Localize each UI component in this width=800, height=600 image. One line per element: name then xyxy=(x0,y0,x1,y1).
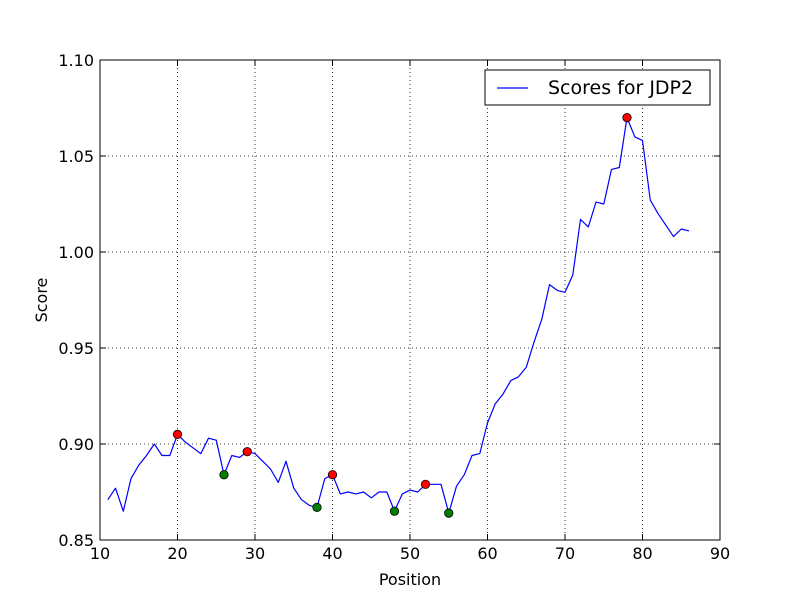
y-tick-label: 0.95 xyxy=(58,339,94,358)
x-tick-label: 30 xyxy=(245,544,265,563)
peak-marker xyxy=(327,470,338,480)
y-tick-label: 1.00 xyxy=(58,243,94,262)
y-tick-label: 0.85 xyxy=(58,531,94,550)
y-tick-label: 1.10 xyxy=(58,51,94,70)
series-lines xyxy=(107,116,690,514)
trough-marker xyxy=(219,470,229,480)
x-tick-label: 60 xyxy=(477,544,497,563)
y-tick-label: 1.05 xyxy=(58,147,94,166)
legend: Scores for JDP2 xyxy=(484,69,711,106)
y-axis-label: Score xyxy=(32,278,51,323)
peak-marker xyxy=(420,479,431,489)
x-tick-label: 50 xyxy=(400,544,420,563)
markers xyxy=(172,113,632,518)
y-tick-label: 0.90 xyxy=(58,435,94,454)
peak-marker xyxy=(172,429,183,439)
x-tick-label: 90 xyxy=(710,544,730,563)
trough-marker xyxy=(312,502,322,512)
trough-marker xyxy=(389,506,400,516)
trough-marker xyxy=(444,508,454,518)
series-line xyxy=(107,116,690,514)
x-tick-label: 70 xyxy=(555,544,575,563)
legend-label: Scores for JDP2 xyxy=(548,77,693,99)
x-tick-label: 40 xyxy=(322,544,342,563)
grid xyxy=(100,60,720,540)
x-tick-label: 80 xyxy=(632,544,652,563)
x-axis-label: Position xyxy=(379,570,441,589)
peak-marker xyxy=(622,113,632,123)
axis-ticks: 10 20 30 40 50 60 70 80 90 0.85 0.90 0.95 1.00 1.05 1.… xyxy=(58,51,730,563)
peak-marker xyxy=(242,447,252,457)
x-tick-label: 10 xyxy=(90,544,110,563)
x-tick-label: 20 xyxy=(167,544,187,563)
